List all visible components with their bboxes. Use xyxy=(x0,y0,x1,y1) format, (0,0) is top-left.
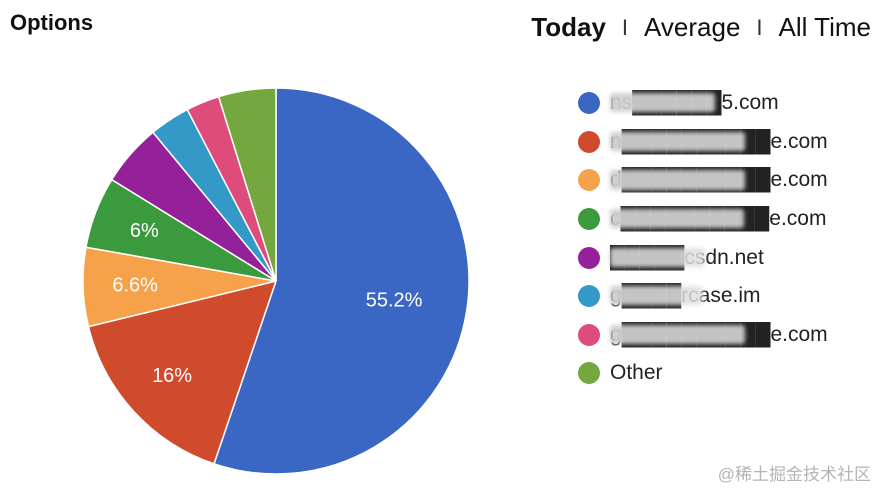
legend-swatch-icon xyxy=(578,208,600,231)
legend-label: ns██████5.com xyxy=(610,91,779,115)
legend-label: █████csdn.net xyxy=(610,245,764,269)
tab-average[interactable]: Average xyxy=(644,12,741,42)
legend-label: Other xyxy=(610,361,663,385)
legend-label: n██████████e.com xyxy=(610,129,828,153)
legend-swatch-icon xyxy=(578,285,600,308)
legend-item[interactable]: g████rcase.im xyxy=(578,277,828,316)
tab-all-time[interactable]: All Time xyxy=(778,12,871,42)
legend-label: g██████████e.com xyxy=(610,322,828,346)
legend-label: c██████████e.com xyxy=(610,207,827,231)
slice-label: 16% xyxy=(152,365,192,387)
legend-item[interactable]: g██████████e.com xyxy=(578,316,828,355)
range-separator: I xyxy=(621,14,629,40)
watermark: @稀土掘金技术社区 xyxy=(717,465,871,484)
legend-swatch-icon xyxy=(578,92,600,115)
legend-swatch-icon xyxy=(578,169,600,192)
legend-item[interactable]: n██████████e.com xyxy=(578,123,828,162)
legend-label: d██████████e.com xyxy=(610,168,828,192)
pie-slice[interactable] xyxy=(87,279,278,465)
tab-today[interactable]: Today xyxy=(531,12,606,42)
time-range-tabs: Today I Average I All Time xyxy=(531,12,871,43)
legend-item[interactable]: █████csdn.net xyxy=(578,238,828,277)
legend-swatch-icon xyxy=(578,130,600,153)
page-title: Options xyxy=(10,10,94,35)
slice-label: 6.6% xyxy=(112,274,158,296)
legend-label: g████rcase.im xyxy=(610,284,761,308)
slice-label: 6% xyxy=(130,220,159,242)
legend-item[interactable]: ns██████5.com xyxy=(578,84,828,123)
legend-item[interactable]: Other xyxy=(578,354,828,393)
pie-chart: 55.2% 16% 6.6% 6% xyxy=(82,87,470,475)
chart-legend: ns██████5.com n██████████e.com d██████████… xyxy=(578,84,828,393)
legend-swatch-icon xyxy=(578,246,600,269)
slice-label: 55.2% xyxy=(366,289,423,311)
range-separator: I xyxy=(756,14,763,40)
legend-item[interactable]: c██████████e.com xyxy=(578,200,828,239)
pie-slice[interactable] xyxy=(213,87,470,475)
legend-swatch-icon xyxy=(578,362,600,385)
pie-slice[interactable] xyxy=(217,87,277,282)
legend-swatch-icon xyxy=(578,323,600,346)
legend-item[interactable]: d██████████e.com xyxy=(578,161,828,200)
